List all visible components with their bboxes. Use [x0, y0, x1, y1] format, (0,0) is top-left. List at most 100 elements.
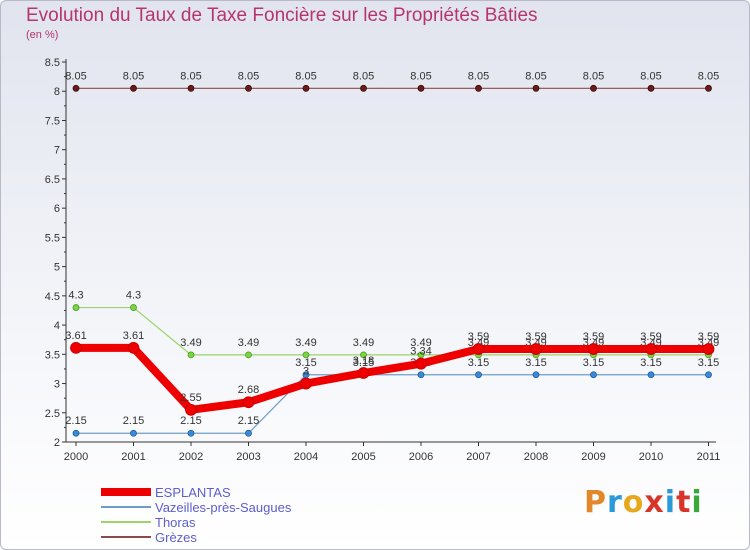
data-point-thoras — [302, 351, 310, 359]
x-tick-label: 2008 — [524, 451, 548, 463]
x-tick-label: 2010 — [639, 451, 663, 463]
y-tick-label: 2 — [54, 437, 60, 449]
y-tick-label: 5.5 — [45, 232, 60, 244]
data-point-esplantas — [70, 341, 82, 354]
series-line-thoras — [76, 306, 709, 356]
x-tick-label: 2006 — [409, 451, 433, 463]
data-point-esplantas — [702, 343, 715, 355]
data-point-vazeilles — [647, 371, 655, 379]
logo-letter: i — [664, 485, 677, 520]
data-label-vazeilles: 2.15 — [238, 415, 259, 427]
data-label-vazeilles: 3.15 — [468, 357, 489, 369]
logo-letter: x — [644, 485, 665, 520]
y-tick-label: 3 — [54, 379, 60, 391]
data-point-vazeilles — [475, 371, 482, 379]
y-tick-label: 6 — [54, 203, 60, 215]
data-point-vazeilles — [245, 429, 252, 437]
data-point-vazeilles — [130, 429, 137, 437]
data-point-vazeilles — [705, 371, 712, 379]
data-label-esplantas: 2.55 — [180, 392, 201, 404]
data-label-thoras: 3.49 — [353, 337, 374, 349]
data-point-vazeilles — [187, 429, 195, 437]
data-point-vazeilles — [72, 429, 80, 437]
data-label-vazeilles: 3.15 — [353, 357, 374, 369]
data-label-esplantas: 3 — [303, 366, 309, 378]
data-point-esplantas — [357, 367, 370, 379]
data-point-esplantas — [242, 396, 255, 409]
data-point-esplantas — [645, 343, 657, 355]
data-point-grezes — [187, 84, 195, 92]
legend-swatch-esplantas — [101, 488, 151, 496]
x-tick-label: 2003 — [236, 451, 260, 463]
legend-label-grezes: Grèzes — [155, 530, 197, 545]
y-tick-label: 4.5 — [45, 291, 60, 303]
y-tick-label: 7 — [54, 145, 60, 157]
x-tick-label: 2004 — [294, 451, 318, 463]
data-point-grezes — [72, 84, 80, 92]
logo-letter: P — [584, 485, 607, 520]
data-label-thoras: 4.3 — [68, 290, 83, 302]
x-tick-label: 2009 — [581, 451, 605, 463]
data-label-thoras: 4.3 — [126, 290, 141, 302]
data-point-thoras — [360, 351, 367, 359]
data-point-esplantas — [415, 357, 427, 370]
data-point-esplantas — [127, 341, 140, 354]
data-label-thoras: 3.49 — [238, 337, 259, 349]
data-label-vazeilles: 3.15 — [295, 357, 316, 369]
legend-label-vazeilles: Vazeilles-près-Saugues — [155, 500, 292, 515]
data-point-grezes — [417, 84, 425, 92]
data-label-vazeilles: 3.15 — [640, 357, 661, 369]
data-label-vazeilles: 2.15 — [180, 415, 201, 427]
data-label-grezes: 8.05 — [180, 70, 201, 82]
data-point-esplantas — [185, 403, 197, 416]
data-label-esplantas: 3.59 — [698, 331, 719, 343]
data-label-esplantas: 3.18 — [353, 355, 374, 367]
legend-label-thoras: Thoras — [155, 515, 196, 530]
data-point-thoras — [187, 351, 195, 359]
data-label-grezes: 8.05 — [353, 70, 374, 82]
y-tick-label: 3.5 — [45, 349, 60, 361]
chart-unit-label: (en %) — [26, 29, 59, 41]
data-label-esplantas: 3.61 — [123, 330, 144, 342]
data-point-grezes — [705, 84, 712, 92]
data-point-grezes — [245, 84, 252, 92]
y-tick-label: 8.5 — [45, 57, 60, 69]
data-point-grezes — [360, 84, 367, 92]
x-tick-label: 2001 — [121, 451, 145, 463]
data-label-esplantas: 3.59 — [583, 331, 604, 343]
data-point-thoras — [72, 304, 80, 311]
data-point-esplantas — [300, 377, 312, 390]
y-tick-label: 5 — [54, 262, 60, 274]
data-point-vazeilles — [417, 371, 425, 379]
data-label-esplantas: 3.59 — [468, 331, 489, 343]
data-label-vazeilles: 3.15 — [525, 357, 546, 369]
data-label-grezes: 8.05 — [238, 70, 259, 82]
logo-letter: t — [676, 485, 692, 520]
logo-letter: o — [622, 485, 645, 520]
data-point-thoras — [245, 351, 252, 359]
data-label-thoras: 3.49 — [410, 337, 431, 349]
data-point-vazeilles — [532, 371, 540, 379]
data-label-esplantas: 3.59 — [640, 331, 661, 343]
x-tick-label: 2005 — [351, 451, 375, 463]
x-tick-label: 2002 — [179, 451, 203, 463]
chart-title: Evolution du Taux de Taxe Foncière sur l… — [26, 5, 538, 26]
legend-swatch-thoras — [101, 521, 151, 523]
data-label-grezes: 8.05 — [123, 70, 144, 82]
logo-letter: r — [607, 485, 623, 520]
data-label-grezes: 8.05 — [525, 70, 546, 82]
data-label-vazeilles: 2.15 — [123, 415, 144, 427]
data-point-vazeilles — [590, 371, 597, 379]
data-point-grezes — [590, 84, 597, 92]
data-point-esplantas — [530, 343, 542, 355]
y-tick-label: 7.5 — [45, 115, 60, 127]
legend-swatch-vazeilles — [101, 506, 151, 508]
data-label-grezes: 8.05 — [583, 70, 604, 82]
data-label-grezes: 8.05 — [295, 70, 316, 82]
proxiti-logo: Proxiti — [584, 485, 703, 520]
data-point-esplantas — [587, 343, 600, 355]
data-label-vazeilles: 3.15 — [583, 357, 604, 369]
legend-label-esplantas: ESPLANTAS — [155, 485, 231, 500]
logo-letter: i — [691, 485, 703, 520]
data-label-grezes: 8.05 — [65, 70, 86, 82]
